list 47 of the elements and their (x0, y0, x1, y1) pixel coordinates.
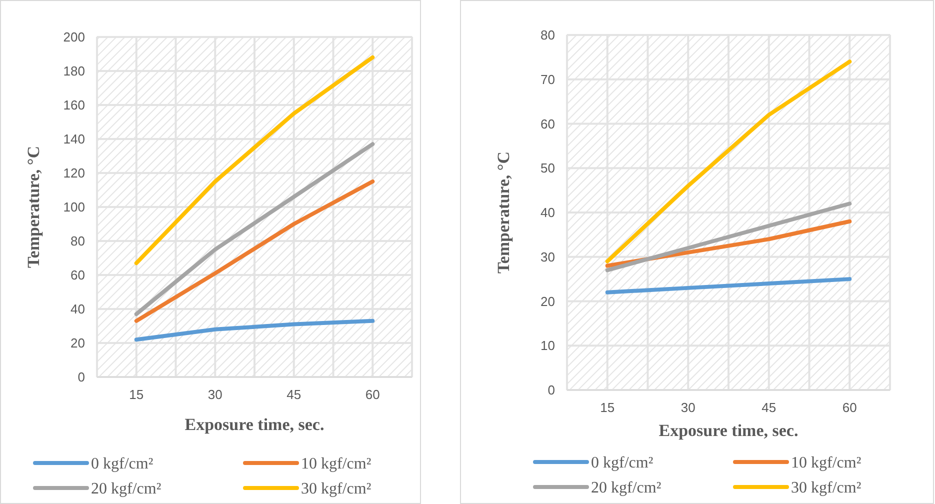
y-tick-label: 0 (548, 382, 555, 398)
legend-label: 0 kgf/cm² (91, 456, 154, 473)
legend-label: 20 kgf/cm² (91, 480, 162, 498)
y-tick-label: 30 (540, 249, 555, 264)
x-tick-label: 15 (600, 400, 615, 415)
x-tick-label: 45 (286, 387, 302, 402)
y-tick-label: 40 (70, 302, 85, 317)
y-tick-label: 140 (63, 132, 85, 147)
y-tick-label: 0 (78, 370, 85, 385)
y-tick-label: 70 (540, 72, 555, 87)
y-tick-label: 120 (63, 166, 85, 181)
legend-label: 10 kgf/cm² (301, 456, 372, 473)
x-tick-label: 60 (365, 387, 380, 402)
legend-label: 30 kgf/cm² (791, 480, 862, 497)
y-tick-label: 180 (63, 64, 85, 79)
line-series (605, 277, 852, 294)
x-tick-label: 30 (208, 387, 222, 402)
y-axis-title: Temperature, °C (494, 151, 513, 274)
y-tick-label: 20 (540, 294, 555, 309)
y-tick-label: 80 (540, 28, 555, 43)
y-tick-label: 80 (70, 234, 85, 249)
line-series (134, 180, 375, 323)
legend-label: 20 kgf/cm² (591, 480, 662, 497)
y-tick-label: 60 (70, 268, 85, 283)
legend-label: 10 kgf/cm² (791, 454, 862, 472)
legend-label: 30 kgf/cm² (301, 480, 372, 498)
x-tick-label: 45 (762, 400, 776, 415)
y-tick-label: 20 (70, 336, 85, 351)
y-tick-label: 10 (540, 338, 555, 354)
y-tick-label: 60 (540, 116, 555, 132)
x-tick-label: 30 (680, 400, 696, 415)
line-series (134, 318, 375, 342)
x-tick-label: 15 (129, 387, 144, 402)
line-series (605, 60, 852, 264)
line-series (134, 142, 375, 316)
legend-label: 0 kgf/cm² (591, 454, 654, 472)
x-axis-title: Exposure time, sec. (658, 421, 798, 440)
line-series (134, 55, 375, 266)
y-tick-label: 50 (540, 160, 555, 176)
y-tick-label: 40 (540, 205, 555, 220)
y-tick-label: 160 (63, 98, 85, 113)
y-tick-label: 200 (63, 30, 85, 45)
line-series (605, 202, 852, 272)
x-tick-label: 60 (842, 400, 857, 415)
y-tick-label: 100 (63, 200, 85, 215)
x-axis-title: Exposure time, sec. (184, 415, 324, 434)
y-axis-title: Temperature, °C (24, 146, 43, 268)
